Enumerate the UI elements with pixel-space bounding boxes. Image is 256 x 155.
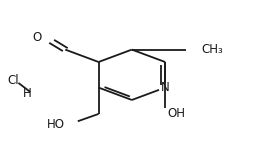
- Text: Cl: Cl: [7, 74, 19, 87]
- Text: N: N: [161, 81, 169, 94]
- Text: H: H: [23, 87, 31, 100]
- Text: OH: OH: [168, 107, 186, 120]
- Text: O: O: [33, 31, 42, 44]
- Text: CH₃: CH₃: [201, 43, 223, 56]
- Text: HO: HO: [47, 118, 65, 131]
